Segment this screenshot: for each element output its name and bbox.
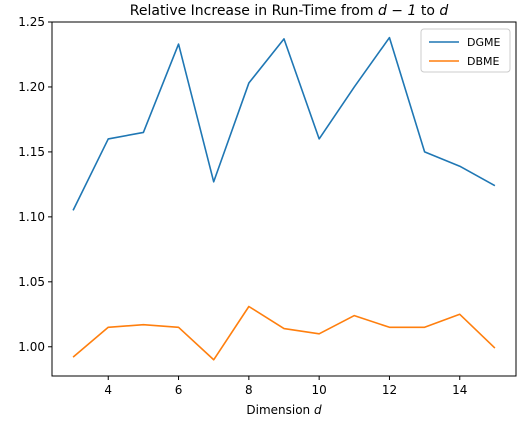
x-tick-label: 4 — [104, 383, 112, 397]
x-tick-label: 12 — [382, 383, 397, 397]
x-axis-label-var: d — [314, 403, 322, 417]
y-tick-label: 1.20 — [18, 80, 45, 94]
y-tick-label: 1.25 — [18, 15, 45, 29]
series-line-dgme — [72, 36, 496, 211]
title-middle: to — [416, 3, 439, 19]
title-var: d — [439, 3, 448, 19]
x-axis-label: Dimension d — [246, 403, 322, 417]
plot-area — [51, 21, 517, 377]
title-prefix: Relative Increase in Run-Time from — [130, 3, 378, 19]
legend-dgme-label: DGME — [467, 36, 500, 49]
y-tick-label: 1.00 — [18, 340, 45, 354]
x-tick-label: 14 — [452, 383, 467, 397]
title-math: d − 1 — [378, 3, 416, 19]
x-axis-label-prefix: Dimension — [246, 403, 314, 417]
y-tick-label: 1.05 — [18, 275, 45, 289]
series-lines — [72, 36, 496, 361]
y-tick-label: 1.10 — [18, 210, 45, 224]
x-tick-label: 6 — [175, 383, 183, 397]
chart-title: Relative Increase in Run-Time from d − 1… — [130, 3, 449, 19]
x-tick-label: 10 — [312, 383, 327, 397]
legend: DGME DBME — [420, 28, 511, 73]
legend-dbme-label: DBME — [467, 55, 500, 68]
series-line-dbme — [72, 305, 496, 361]
y-axis: 1.00 1.05 1.10 1.15 1.20 1.25 — [18, 15, 52, 354]
x-axis: 4 6 8 10 12 14 — [104, 376, 467, 397]
x-tick-label: 8 — [245, 383, 253, 397]
y-tick-label: 1.15 — [18, 145, 45, 159]
